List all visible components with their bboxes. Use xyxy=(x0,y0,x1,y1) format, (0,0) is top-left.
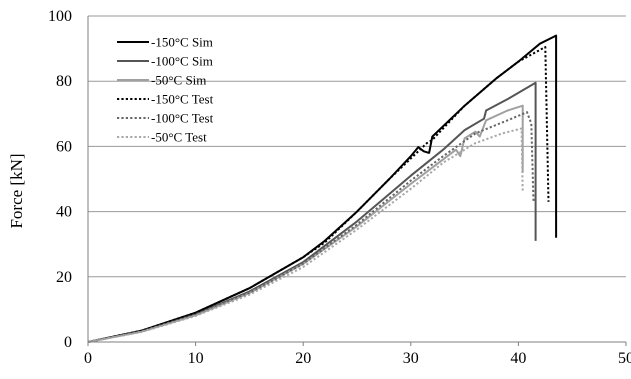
x-tick-label: 10 xyxy=(188,350,204,367)
legend: -150°C Sim -100°C Sim -50°C Sim -150°C Test… xyxy=(117,35,214,145)
legend-label-6: -50°C Test xyxy=(151,130,207,145)
legend-label-1: -150°C Sim xyxy=(151,35,213,50)
y-tick-labels: 0 20 40 60 80 100 xyxy=(48,8,72,351)
y-tick-label: 20 xyxy=(56,269,72,286)
x-tick-label: 0 xyxy=(84,350,92,367)
y-tick-label: 0 xyxy=(64,334,72,351)
x-tick-labels: 0 10 20 30 40 50 xyxy=(84,350,631,367)
legend-label-4: -150°C Test xyxy=(151,92,214,107)
axes xyxy=(87,16,627,346)
x-tick-label: 50 xyxy=(618,350,631,367)
y-axis-title: Force [kN] xyxy=(7,153,26,228)
legend-label-3: -50°C Sim xyxy=(151,73,206,88)
x-tick-label: 20 xyxy=(295,350,311,367)
series-line-6 xyxy=(87,127,524,343)
legend-label-2: -100°C Sim xyxy=(151,54,213,69)
series-line-2 xyxy=(87,81,537,343)
legend-label-5: -100°C Test xyxy=(151,111,214,126)
x-tick-label: 40 xyxy=(510,350,526,367)
series-lines xyxy=(87,34,558,343)
y-tick-label: 100 xyxy=(48,8,72,25)
y-tick-label: 60 xyxy=(56,138,72,155)
x-tick-label: 30 xyxy=(403,350,419,367)
series-line-4 xyxy=(87,46,550,343)
y-tick-label: 80 xyxy=(56,73,72,90)
y-tick-label: 40 xyxy=(56,204,72,221)
